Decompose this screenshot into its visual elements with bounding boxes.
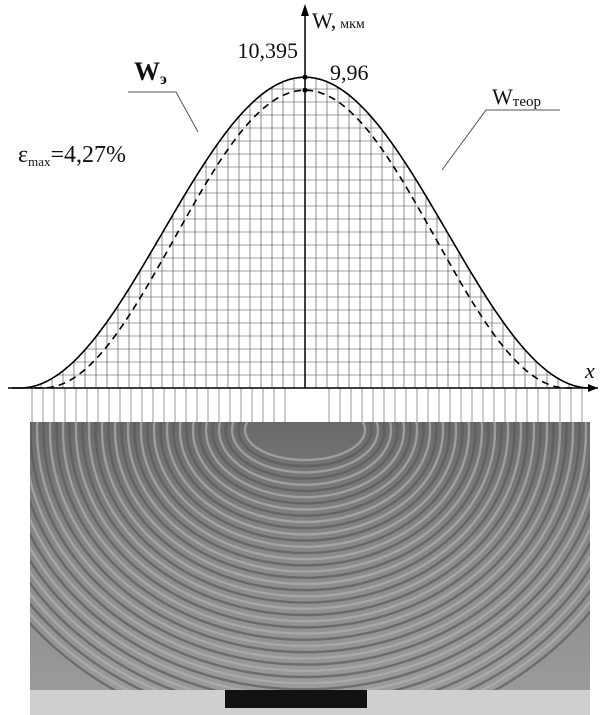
annotation: εmax=4,27% — [18, 142, 126, 169]
figure: x W, мкм 10,395 9,96 Wэ Wтеор εmax=4,27% — [0, 0, 603, 715]
legend-label: Wтеор — [492, 84, 541, 110]
annotation-rest: =4,27% — [50, 142, 126, 168]
legend-sub: э — [160, 71, 167, 88]
x-arrow — [588, 384, 598, 392]
annotation-main: ε — [18, 142, 28, 168]
clamp-bar — [225, 690, 367, 708]
peak-label: 9,96 — [330, 60, 369, 85]
y-label: W, мкм — [312, 8, 365, 33]
y-arrow — [301, 4, 309, 16]
peak-label: 10,395 — [238, 38, 299, 63]
leader-line — [442, 110, 560, 170]
lower-ticks — [32, 388, 582, 422]
y-label-main: W, — [312, 8, 336, 33]
legend-label: Wэ — [134, 57, 167, 88]
leader-line — [128, 92, 198, 132]
y-label-unit: мкм — [340, 17, 365, 32]
annotation-sub: max — [28, 154, 51, 169]
legend-sub: теор — [513, 94, 541, 110]
legend-main: W — [492, 84, 513, 109]
fringe-photo — [0, 121, 603, 715]
x-label: x — [584, 358, 595, 383]
legend-main: W — [134, 57, 160, 86]
